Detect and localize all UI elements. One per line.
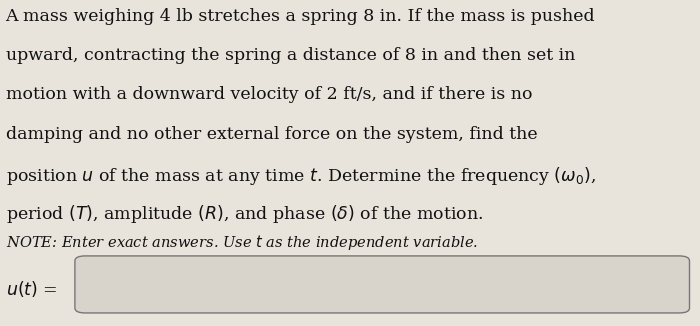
FancyBboxPatch shape bbox=[75, 256, 690, 313]
Text: A mass weighing 4 lb stretches a spring 8 in. If the mass is pushed: A mass weighing 4 lb stretches a spring … bbox=[6, 8, 595, 25]
Text: NOTE: Enter exact answers. Use $t$ as the independent variable.: NOTE: Enter exact answers. Use $t$ as th… bbox=[6, 233, 478, 252]
Text: position $u$ of the mass at any time $t$. Determine the frequency $(ω_0)$,: position $u$ of the mass at any time $t$… bbox=[6, 165, 596, 186]
Text: period $(T)$, amplitude $(R)$, and phase $(δ)$ of the motion.: period $(T)$, amplitude $(R)$, and phase… bbox=[6, 203, 483, 225]
Text: $u(t)$ =: $u(t)$ = bbox=[6, 278, 57, 299]
Text: upward, contracting the spring a distance of 8 in and then set in: upward, contracting the spring a distanc… bbox=[6, 47, 575, 64]
Text: damping and no other external force on the system, find the: damping and no other external force on t… bbox=[6, 126, 537, 142]
Text: motion with a downward velocity of 2 ft/s, and if there is no: motion with a downward velocity of 2 ft/… bbox=[6, 86, 532, 103]
